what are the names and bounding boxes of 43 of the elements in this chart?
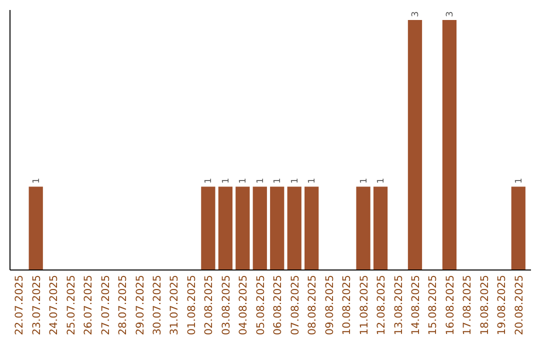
x-tick-label: 02.08.2025: [203, 275, 216, 336]
x-tick-label: 06.08.2025: [272, 275, 284, 336]
data-label: 1: [238, 178, 249, 184]
x-tick-label: 24.07.2025: [48, 275, 60, 336]
x-tick-label: 18.08.2025: [478, 275, 491, 336]
x-tick-label: 20.08.2025: [513, 275, 526, 336]
x-tick-label: 16.08.2025: [444, 275, 456, 336]
x-tick-label: 10.08.2025: [341, 275, 354, 336]
data-label: 1: [359, 178, 370, 184]
data-label: 3: [410, 11, 421, 17]
data-label: 1: [204, 178, 214, 184]
data-label: 1: [273, 178, 284, 184]
x-tick-label: 09.08.2025: [324, 275, 336, 336]
x-tick-label: 12.08.2025: [376, 275, 388, 336]
data-label: 1: [32, 178, 42, 184]
x-tick-label: 25.07.2025: [65, 275, 78, 336]
x-tick-label: 29.07.2025: [134, 275, 146, 336]
data-label: 1: [290, 178, 300, 184]
data-label: 1: [514, 178, 524, 184]
x-tick-label: 30.07.2025: [151, 275, 164, 336]
x-tick-label: 07.08.2025: [289, 275, 302, 336]
x-tick-label: 28.07.2025: [117, 275, 130, 336]
x-tick-label: 31.07.2025: [168, 275, 181, 336]
x-tick-label: 14.08.2025: [410, 275, 422, 336]
x-tick-label: 05.08.2025: [254, 275, 267, 336]
data-label: 3: [445, 11, 456, 17]
x-tick-label: 19.08.2025: [496, 275, 508, 336]
x-tick-label: 08.08.2025: [306, 275, 319, 336]
x-tick-label: 23.07.2025: [30, 275, 43, 336]
x-tick-label: 15.08.2025: [427, 275, 440, 336]
x-tick-label: 17.08.2025: [462, 275, 474, 336]
data-label: 1: [221, 178, 232, 184]
data-label: 1: [376, 178, 387, 184]
data-label: 1: [256, 178, 266, 184]
x-tick-label: 04.08.2025: [238, 275, 250, 336]
x-tick-label: 01.08.2025: [186, 275, 198, 336]
x-tick-label: 03.08.2025: [220, 275, 232, 336]
x-tick-label: 11.08.2025: [358, 275, 370, 336]
data-label: 1: [308, 178, 318, 184]
x-tick-label: 13.08.2025: [392, 275, 405, 336]
x-tick-label: 22.07.2025: [14, 275, 26, 336]
x-tick-label: 26.07.2025: [82, 275, 95, 336]
x-tick-label: 27.07.2025: [100, 275, 112, 336]
